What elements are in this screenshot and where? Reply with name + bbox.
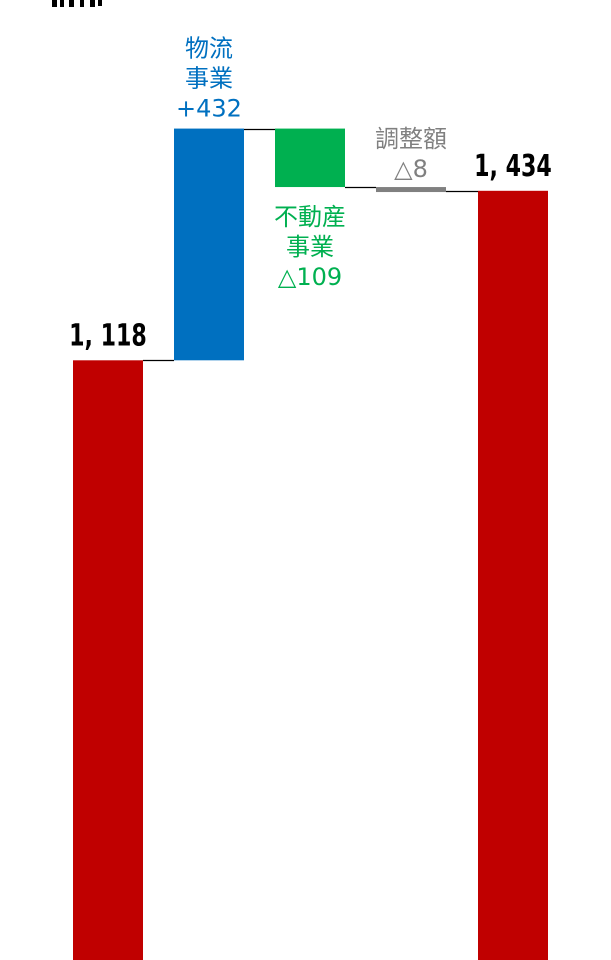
delta-label-line: △109	[278, 263, 342, 291]
delta-bar	[275, 128, 345, 188]
total-bar	[478, 190, 548, 960]
connector-lines	[143, 128, 478, 362]
cropped-top-text	[52, 0, 102, 7]
delta-label-line: 調整額	[375, 125, 447, 153]
total-value-label: 1, 434	[474, 150, 552, 184]
delta-label-line: 不動産	[274, 203, 346, 231]
total-value-label: 1, 118	[69, 319, 147, 353]
delta-label-line: 事業	[185, 65, 233, 93]
delta-label-line: 物流	[185, 35, 233, 63]
delta-label-line: 事業	[286, 233, 334, 261]
delta-label-line: △8	[394, 155, 428, 183]
delta-bar	[376, 187, 446, 193]
delta-label-line: +432	[176, 95, 242, 123]
total-bar	[73, 360, 143, 960]
bars	[73, 128, 548, 960]
delta-bar	[174, 128, 244, 361]
